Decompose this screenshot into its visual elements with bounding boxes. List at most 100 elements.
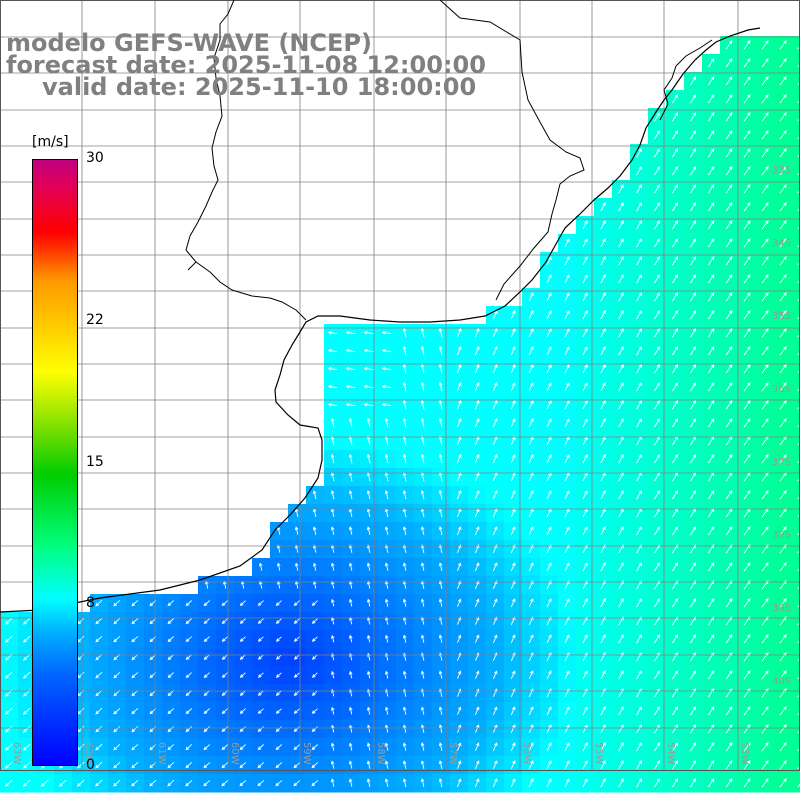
wind-arrow (546, 742, 552, 752)
wind-arrow (275, 762, 283, 769)
wind-arrow (618, 310, 624, 320)
wind-arrow (457, 760, 462, 770)
wind-arrow (672, 742, 679, 752)
wind-arrow (690, 490, 697, 500)
wind-arrow (600, 382, 606, 392)
wind-arrow (276, 580, 281, 589)
wind-arrow (672, 328, 679, 338)
wind-arrow (420, 489, 425, 500)
wind-arrow (618, 364, 624, 374)
wind-arrow (690, 112, 697, 122)
wind-arrow (779, 598, 787, 608)
wind-arrow (203, 779, 211, 787)
wind-arrow (258, 580, 263, 589)
wind-arrow (636, 292, 642, 302)
wind-arrow (510, 382, 516, 392)
wind-arrow (167, 779, 175, 787)
wind-arrow (528, 310, 534, 320)
wind-arrow (528, 418, 534, 428)
wind-arrow (510, 454, 516, 464)
wind-arrow (761, 202, 769, 212)
wind-arrow (618, 184, 624, 194)
wind-arrow (636, 202, 642, 212)
wind-arrow (797, 621, 800, 626)
wind-arrow (528, 328, 534, 338)
wind-arrow (707, 310, 715, 320)
wind-arrow (312, 490, 317, 500)
wind-arrow (510, 346, 516, 356)
wind-arrow (690, 382, 697, 392)
wind-speed-cell (792, 522, 800, 541)
wind-arrow (743, 418, 751, 428)
wind-arrow (95, 599, 103, 607)
wind-arrow (293, 600, 300, 607)
wind-arrow (797, 153, 800, 158)
wind-arrow (779, 148, 787, 158)
wind-arrow (654, 202, 661, 212)
wind-arrow (420, 327, 425, 338)
wind-arrow (167, 600, 175, 607)
wind-arrow (381, 366, 392, 371)
wind-arrow (402, 399, 407, 410)
wind-arrow (456, 526, 462, 536)
wind-arrow (779, 202, 787, 212)
colorbar-units: [m/s] (32, 134, 69, 150)
wind-arrow (636, 760, 642, 770)
longitude-label: 63W (11, 742, 22, 765)
wind-arrow (761, 454, 769, 464)
latitude-label: 40S (772, 676, 791, 687)
wind-arrow (366, 562, 371, 571)
wind-arrow (438, 777, 443, 788)
wind-arrow (510, 400, 516, 410)
wind-arrow (725, 238, 733, 248)
wind-arrow (725, 400, 733, 410)
wind-arrow (275, 690, 282, 696)
wind-arrow (672, 382, 679, 392)
wind-arrow (384, 453, 389, 464)
wind-arrow (348, 544, 353, 553)
wind-arrow (113, 635, 121, 643)
wind-arrow (672, 130, 679, 140)
wind-arrow (366, 760, 371, 769)
wind-arrow (546, 400, 552, 410)
wind-arrow (345, 402, 356, 407)
wind-arrow (582, 328, 588, 338)
wind-arrow (582, 238, 588, 248)
wind-arrow (797, 783, 800, 788)
wind-arrow (95, 707, 103, 715)
wind-arrow (257, 600, 264, 607)
wind-arrow (348, 742, 353, 751)
wind-arrow (707, 598, 715, 608)
wind-arrow (618, 670, 624, 680)
wind-arrow (564, 706, 570, 716)
wind-arrow (582, 724, 588, 734)
wind-arrow (113, 743, 121, 751)
wind-arrow (636, 724, 642, 734)
wind-arrow (456, 417, 462, 428)
wind-arrow (725, 202, 733, 212)
wind-speed-cell (792, 360, 800, 379)
wind-arrow (725, 166, 733, 176)
wind-arrow (528, 598, 534, 608)
longitude-label: 60W (229, 742, 240, 765)
wind-arrow (348, 598, 353, 607)
wind-arrow (564, 598, 570, 608)
wind-arrow (492, 670, 498, 679)
wind-arrow (779, 130, 787, 140)
wind-arrow (312, 580, 317, 589)
wind-arrow (707, 670, 715, 680)
wind-arrow (456, 490, 462, 500)
wind-arrow (672, 400, 679, 410)
wind-arrow (330, 778, 335, 787)
wind-arrow (293, 726, 300, 733)
wind-arrow (654, 598, 661, 608)
wind-arrow (185, 744, 193, 751)
wind-arrow (402, 417, 407, 428)
wind-arrow (257, 690, 264, 696)
wind-arrow (618, 598, 624, 608)
wind-arrow (618, 220, 624, 230)
wind-arrow (492, 616, 498, 625)
wind-arrow (438, 742, 443, 752)
wind-arrow (456, 381, 462, 392)
wind-arrow (492, 490, 498, 500)
